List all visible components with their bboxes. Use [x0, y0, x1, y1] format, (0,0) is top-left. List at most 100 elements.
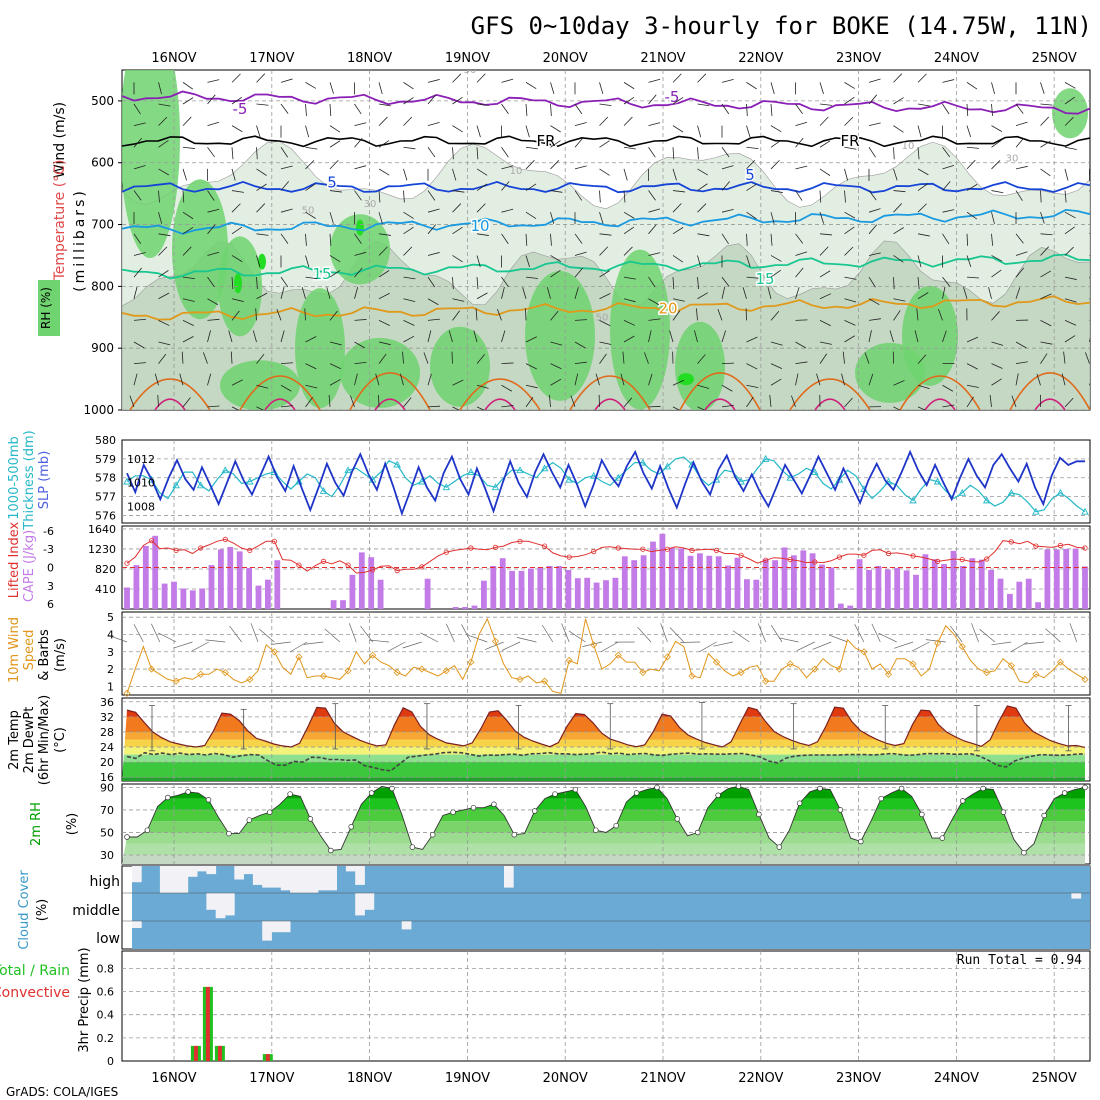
wind-barb — [378, 168, 390, 176]
cloud-cell — [178, 866, 189, 893]
wind-barb — [989, 394, 992, 407]
surface-wind-barb — [979, 628, 996, 643]
wind-barb — [452, 379, 464, 386]
isotherm-line — [122, 135, 1090, 148]
wind-barb — [207, 318, 220, 321]
isotherm-label: 5 — [745, 166, 755, 184]
wind-barb — [403, 320, 415, 326]
wind-barb — [550, 140, 561, 148]
wind-barb — [452, 406, 460, 410]
wind-barb — [550, 212, 555, 224]
wind-barb — [917, 233, 930, 237]
cape-bar — [528, 568, 534, 609]
temperature-legend-label: Temperature (°C) — [52, 160, 68, 282]
wind-barb — [182, 298, 195, 302]
cape-bar — [894, 568, 901, 609]
wind-barb — [795, 287, 800, 299]
wind-tick-label: 5 — [107, 611, 114, 624]
cloud-panel: high middle low Cloud Cover (%) — [17, 865, 1091, 950]
wind-barb — [623, 226, 635, 235]
wind-barb — [696, 308, 698, 321]
cape-bar — [621, 556, 628, 609]
bottom-date-label: 17NOV — [249, 1071, 294, 1086]
wind-barb — [378, 341, 391, 346]
isotherm-label: 15 — [312, 265, 331, 283]
rh-point — [1082, 784, 1088, 791]
wind-barb — [819, 82, 824, 94]
wind-barb — [1089, 298, 1090, 300]
wind-barb — [501, 286, 505, 299]
wind-barb — [917, 183, 929, 191]
wind-barb — [476, 125, 481, 138]
temp-tick-label: 24 — [100, 741, 114, 754]
wind-barb — [991, 140, 1002, 148]
rh-green-blob — [902, 285, 958, 386]
wind-barb — [280, 181, 290, 191]
thickness-point — [663, 462, 672, 470]
cape-bar — [969, 558, 976, 609]
surface-wind-barb — [950, 625, 963, 643]
wind-barb — [917, 73, 927, 83]
lifted-index-point — [419, 564, 425, 570]
slp-tick-label: 1012 — [127, 453, 155, 466]
cape-title: CAPE (J/kg) — [22, 530, 37, 602]
thickness-point — [491, 483, 500, 491]
wind-speed-point — [197, 670, 205, 678]
surface-wind-barb — [324, 628, 341, 643]
wind-speed-point — [909, 660, 917, 668]
rh-point — [144, 827, 151, 833]
surface-wind-barb — [205, 639, 226, 643]
wind-barb — [746, 183, 757, 191]
rh-point — [715, 792, 721, 799]
wind-barb — [966, 103, 969, 117]
wind-barb — [795, 373, 799, 386]
wind-barb — [525, 146, 538, 150]
wind-barb — [942, 276, 951, 287]
wind-barb — [599, 233, 612, 236]
wind-barb — [158, 82, 162, 95]
rh-point — [613, 822, 619, 829]
surface-wind-barb — [561, 623, 570, 643]
wind-barb — [1015, 103, 1024, 114]
wind-barb — [501, 181, 510, 191]
wind-barb — [988, 287, 992, 299]
surface-wind-barb — [258, 628, 275, 643]
rh-band — [122, 798, 1085, 810]
surface-wind-barb — [369, 639, 390, 643]
wind-barb — [844, 226, 855, 235]
wind-barb — [966, 82, 978, 90]
cape-bar — [1072, 548, 1079, 609]
wind-barb — [1015, 233, 1024, 244]
wind-barb — [893, 227, 904, 235]
wind-barb — [354, 190, 362, 201]
wind-barb — [207, 373, 212, 386]
wind-barb — [791, 395, 796, 408]
surface-wind-barb — [501, 641, 521, 651]
credit-label: GrADS: COLA/IGES — [6, 1085, 118, 1099]
isotherm-line — [122, 180, 1090, 194]
wind-barb — [305, 255, 310, 268]
slp-panel-frame — [121, 439, 1091, 524]
wind-barb — [207, 224, 216, 235]
wind-barb — [329, 270, 341, 278]
wind-barb — [1040, 190, 1042, 203]
wind-barb — [1089, 337, 1090, 343]
wind-barb — [623, 190, 626, 203]
rh-bright-blob — [356, 219, 364, 236]
wind-barb — [305, 276, 318, 280]
cloud-cell — [271, 921, 282, 933]
cape-bar — [142, 546, 149, 609]
wind-barb — [746, 255, 751, 267]
wind-barb — [276, 308, 282, 321]
precip-tick-label: 0.4 — [97, 1009, 115, 1022]
cape-bar — [236, 551, 243, 609]
wind-barb — [207, 298, 219, 306]
wind-barb — [305, 146, 318, 150]
wind-barb — [721, 276, 730, 287]
wind-barb — [574, 190, 583, 201]
wind-barb — [770, 269, 782, 278]
wind-barb — [942, 209, 955, 213]
wind-barb — [549, 394, 551, 407]
top-date-label: 25NOV — [1032, 51, 1077, 66]
wind-barb — [452, 96, 463, 105]
